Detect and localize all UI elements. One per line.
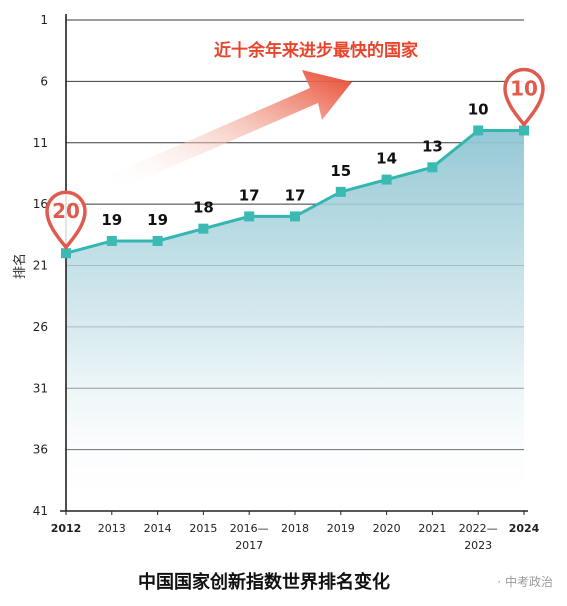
y-tick-21: 21 [33, 259, 48, 273]
y-tick-26: 26 [33, 320, 48, 334]
pin-end-shape [503, 67, 545, 128]
x-tick-label: 2013 [98, 522, 126, 535]
x-tick-label: 2024 [509, 522, 540, 535]
y-tick-16: 16 [33, 197, 48, 211]
data-point-2019 [335, 186, 346, 197]
trend-arrow-shape [108, 70, 352, 190]
data-label-2022—2023: 10 [468, 100, 489, 118]
x-tick-label: 2015 [189, 522, 217, 535]
x-tick-label: 2012 [51, 522, 82, 535]
x-tick-label: 2018 [281, 522, 309, 535]
data-point-2015 [198, 223, 209, 234]
data-label-2013: 19 [101, 211, 122, 229]
series-line [61, 125, 529, 259]
x-tick-label: 2020 [373, 522, 401, 535]
pin-start-shape [45, 190, 87, 250]
x-tick-label: 2019 [327, 522, 355, 535]
y-tick-41: 41 [33, 504, 48, 518]
y-tick-11: 11 [33, 136, 48, 150]
pin-start-label: 20 [52, 199, 80, 223]
data-point-2014 [152, 235, 163, 246]
chart-annotation: 近十余年来进步最快的国家 [214, 40, 418, 61]
data-label-2019: 15 [330, 162, 351, 180]
data-point-2024 [519, 125, 529, 136]
x-tick-label: 2014 [144, 522, 172, 535]
data-point-2016—2017 [244, 211, 255, 222]
data-label-2014: 19 [147, 211, 168, 229]
data-label-2015: 18 [193, 199, 214, 217]
data-point-2012 [61, 248, 71, 259]
data-point-2018 [290, 211, 300, 222]
y-tick-6: 6 [40, 74, 48, 88]
data-point-2013 [106, 235, 117, 246]
data-label-2020: 14 [376, 150, 397, 168]
data-label-2021: 13 [422, 137, 443, 155]
data-point-2021 [427, 162, 438, 173]
caption: 中国国家创新指数世界排名变化 · 中考政治 [0, 568, 567, 598]
data-point-2020 [381, 174, 392, 185]
x-tick-label: 2021 [418, 522, 446, 535]
pin-end-label: 10 [510, 76, 538, 100]
caption-source: · 中考政治 [497, 575, 553, 589]
x-tick-label-line2: 2023 [464, 539, 492, 552]
x-tick-label: 2016— [230, 522, 269, 535]
area-fill [66, 130, 524, 511]
y-axis-label: 排名 [12, 253, 28, 279]
area-shape [66, 130, 524, 511]
trend-arrow [108, 70, 352, 190]
data-point-2022—2023 [473, 125, 484, 136]
caption-title: 中国国家创新指数世界排名变化 [138, 572, 390, 593]
y-tick-36: 36 [33, 443, 48, 457]
x-tick-label-line2: 2017 [235, 539, 263, 552]
data-label-2018: 17 [285, 186, 306, 204]
y-tick-1: 1 [40, 13, 48, 27]
data-label-2016—2017: 17 [239, 186, 260, 204]
y-tick-31: 31 [33, 381, 48, 395]
x-tick-label: 2022— [459, 522, 498, 535]
data-labels: 19 19 18 17 17 15 14 13 10 [101, 100, 488, 228]
